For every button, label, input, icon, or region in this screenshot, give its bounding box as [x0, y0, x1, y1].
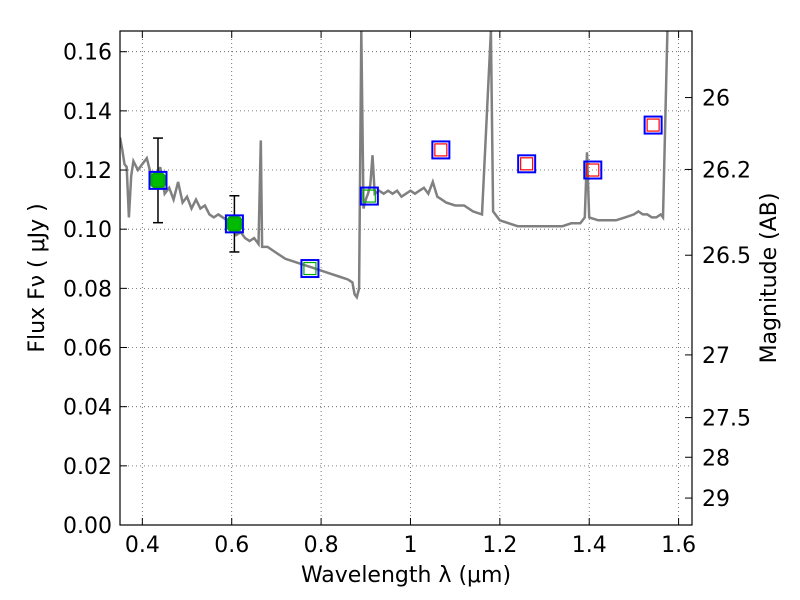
right-tick-label: 27.5	[702, 407, 751, 432]
model-inner-marker	[646, 118, 660, 132]
model-inner-marker	[586, 163, 600, 177]
right-tick-label: 28	[702, 446, 730, 471]
model-inner-marker	[151, 173, 165, 187]
x-tick-label: 1.4	[572, 533, 607, 558]
y-tick-label: 0.12	[63, 159, 112, 184]
model-band-marker	[148, 170, 168, 190]
model-band-marker	[517, 154, 537, 174]
model-band-marker	[224, 214, 244, 234]
y-axis-label: Flux Fν ( μJy )	[25, 203, 50, 352]
y-tick-label: 0.06	[63, 337, 112, 362]
x-tick-label: 1.6	[661, 533, 696, 558]
right-tick-label: 26.2	[702, 158, 751, 183]
right-tick-label: 27	[702, 344, 730, 369]
ticks	[120, 31, 692, 526]
y-tick-label: 0.04	[63, 396, 112, 421]
x-tick-label: 0.4	[125, 533, 160, 558]
y-tick-label: 0.14	[63, 100, 112, 125]
plot-area	[120, 31, 669, 301]
model-band-marker	[359, 186, 379, 206]
model-inner-marker	[227, 217, 241, 231]
x-tick-label: 0.6	[214, 533, 249, 558]
x-axis-label: Wavelength λ (μm)	[301, 563, 511, 588]
model-inner-marker	[362, 189, 376, 203]
model-band-marker	[643, 115, 663, 135]
y-tick-label: 0.16	[63, 41, 112, 66]
y-tick-label: 0.02	[63, 455, 112, 480]
right-axis-label: Magnitude (AB)	[757, 193, 782, 364]
model-band-marker	[431, 140, 451, 160]
model-inner-marker	[434, 143, 448, 157]
model-inner-marker	[520, 157, 534, 171]
right-tick-label: 26	[702, 87, 730, 112]
y-tick-label: 0.00	[63, 514, 112, 539]
y-tick-label: 0.10	[63, 218, 112, 243]
model-inner-marker	[303, 261, 317, 276]
model-band-marker	[300, 259, 320, 279]
y-tick-label: 0.08	[63, 277, 112, 302]
x-tick-label: 1	[403, 533, 417, 558]
plot-frame	[119, 30, 693, 526]
tick-labels: 0.4 0.6 0.8 1 1.2 1.4 1.6 0.00 0.02 0.04 0.06 0.08 0…	[63, 41, 751, 558]
plot-background	[120, 31, 692, 525]
right-tick-label: 29	[702, 487, 730, 512]
x-tick-label: 1.2	[482, 533, 517, 558]
right-tick-label: 26.5	[702, 244, 751, 269]
markers	[148, 115, 663, 279]
x-tick-label: 0.8	[304, 533, 339, 558]
model-band-marker	[583, 160, 603, 180]
